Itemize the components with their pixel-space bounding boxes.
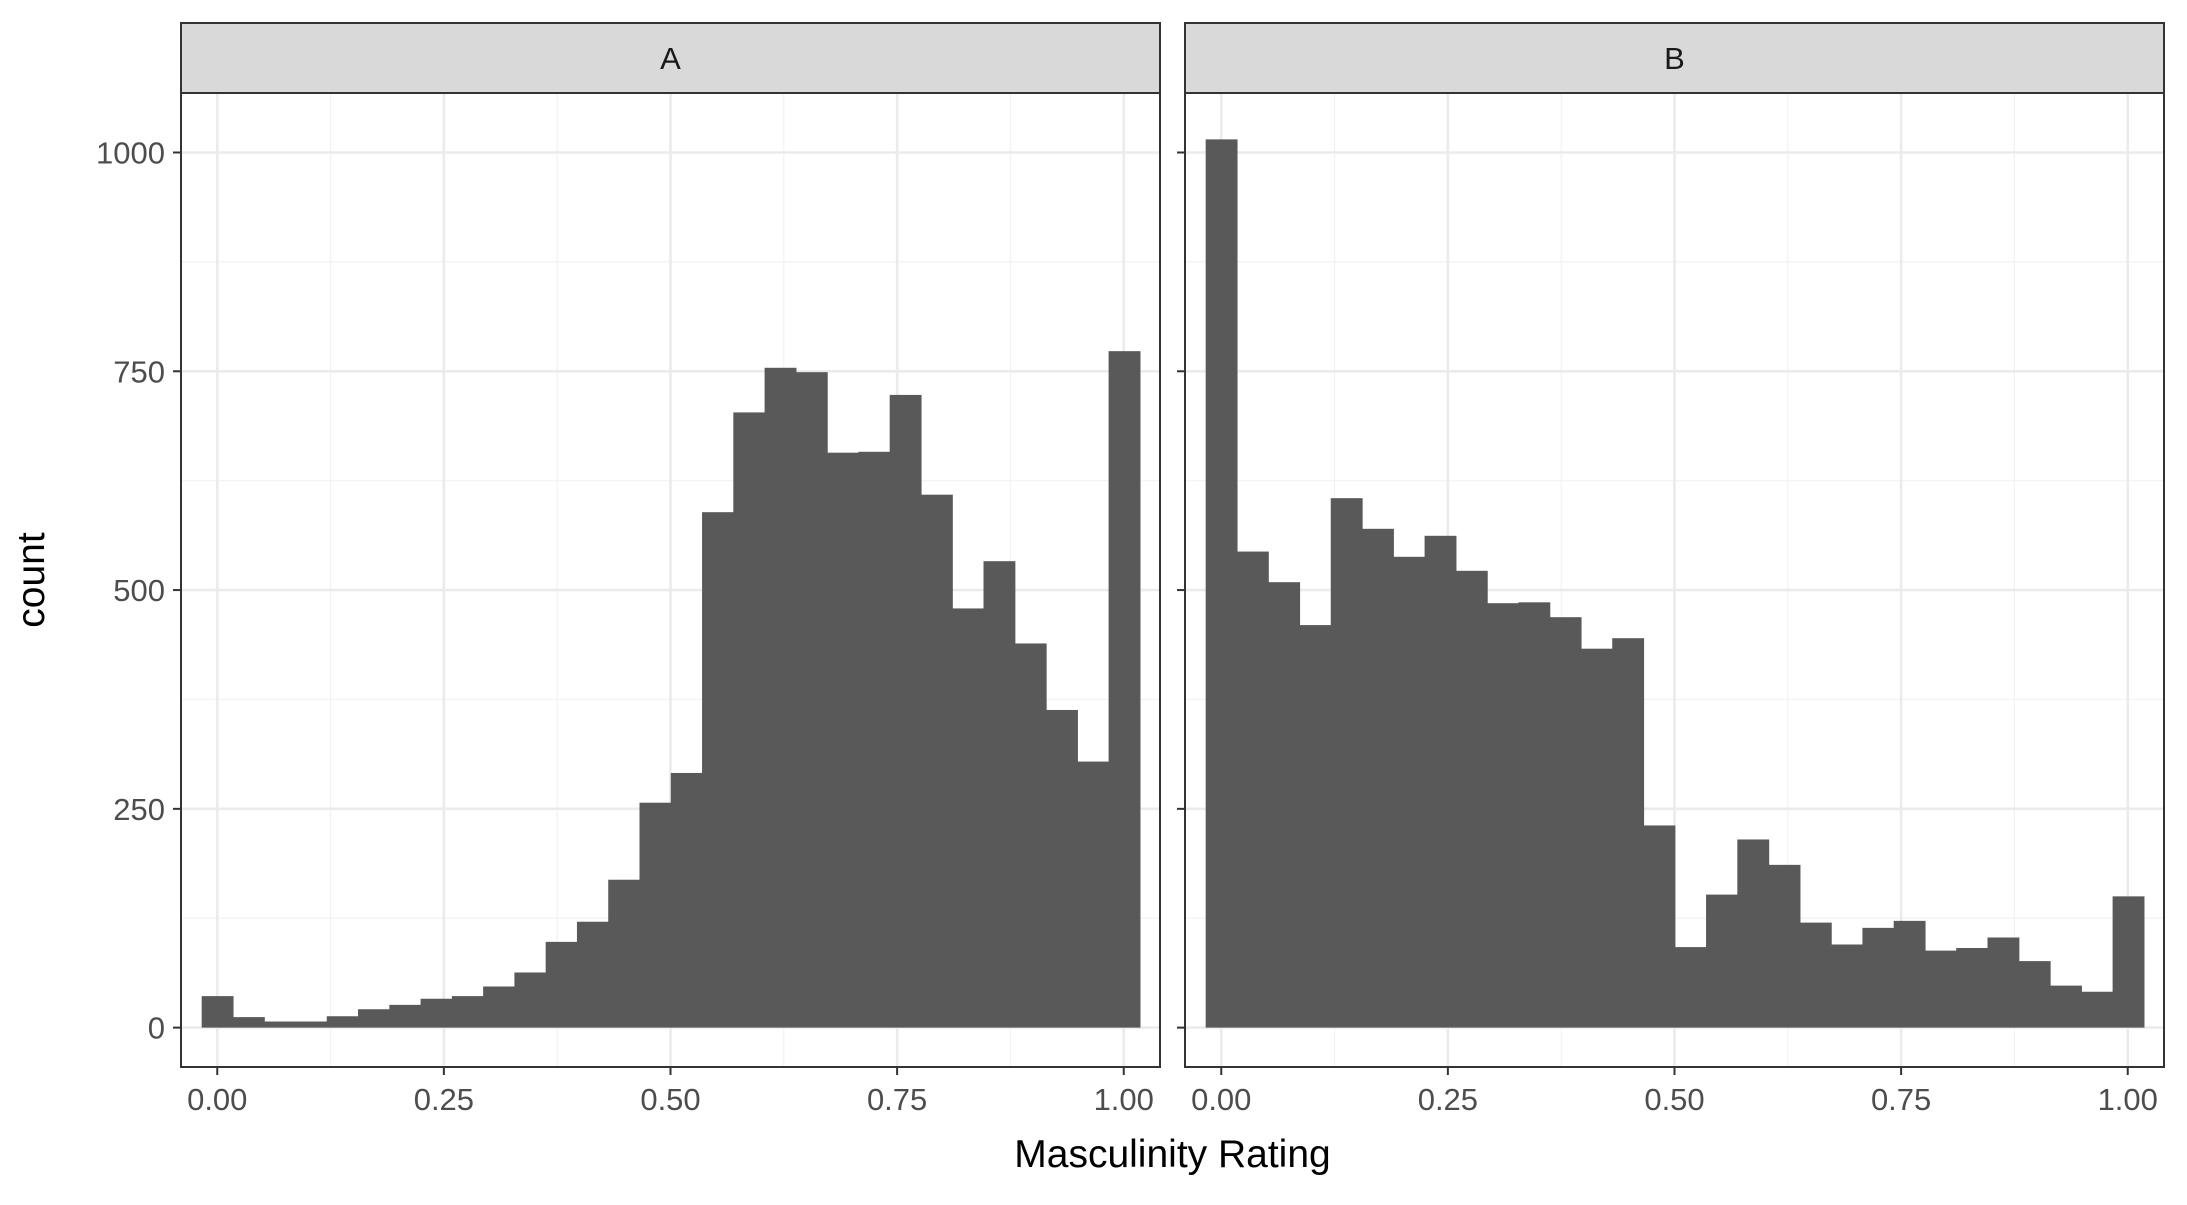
y-tick-label: 500 — [113, 573, 165, 608]
histogram-bar — [1014, 643, 1047, 1028]
histogram-bar — [2081, 991, 2114, 1028]
histogram-bar — [1077, 761, 1110, 1028]
y-tick-label: 750 — [113, 354, 165, 389]
histogram-bar — [2018, 961, 2051, 1028]
facet-panel-b: B 0.00 0.25 0.50 0.75 1.00 — [1177, 22, 2165, 1117]
histogram-bar — [1268, 582, 1301, 1028]
facet-strip-label: B — [1664, 41, 1685, 76]
histogram-bar — [889, 394, 922, 1028]
histogram-bar — [952, 608, 985, 1028]
histogram-bar — [483, 986, 516, 1028]
facet-panel-a: A 0.00 0.25 0.50 0.75 1.00 0 250 500 750 1000 — [96, 22, 1161, 1117]
histogram-bar — [2112, 896, 2145, 1028]
x-axis-title: Masculinity Rating — [1014, 1133, 1330, 1176]
histogram-bar — [2050, 985, 2082, 1028]
histogram-bar — [1362, 528, 1394, 1028]
histogram-bar — [326, 1016, 359, 1028]
x-tick-label: 0.25 — [414, 1082, 474, 1117]
histogram-bar — [576, 921, 609, 1028]
x-tick-label: 0.75 — [1871, 1082, 1931, 1117]
histogram-bar — [295, 1021, 328, 1028]
histogram-bar — [795, 372, 828, 1028]
x-tick-label: 1.00 — [1094, 1082, 1154, 1117]
x-tick-label: 0.00 — [187, 1082, 247, 1117]
histogram-bar — [1487, 603, 1520, 1028]
x-tick-label: 1.00 — [2098, 1082, 2158, 1117]
histogram-bar — [264, 1021, 297, 1028]
histogram-bar — [1299, 625, 1332, 1028]
histogram-bar — [1330, 498, 1363, 1028]
histogram-bar — [1518, 602, 1551, 1028]
facet-strip — [180, 22, 1161, 94]
histogram-bar — [1236, 551, 1269, 1028]
histogram-bar — [1893, 920, 1926, 1028]
facet-strip-label: A — [660, 41, 681, 76]
facet-strip — [1184, 22, 2165, 94]
histogram-bar — [358, 1009, 390, 1028]
y-tick-label: 1000 — [96, 136, 165, 171]
histogram-bar — [1831, 944, 1864, 1028]
histogram-bar — [1424, 535, 1457, 1028]
x-tick-label: 0.75 — [867, 1082, 927, 1117]
y-tick-label: 250 — [113, 792, 165, 827]
histogram-bar — [639, 802, 672, 1028]
histogram-bar — [201, 996, 234, 1028]
histogram-bar — [1924, 950, 1957, 1028]
histogram-bar — [1706, 894, 1738, 1028]
histogram-bar — [1799, 922, 1832, 1028]
histogram-bar — [1674, 947, 1707, 1028]
histogram-bar — [1108, 351, 1141, 1028]
histogram-bar — [420, 998, 453, 1028]
x-tick-label: 0.00 — [1191, 1082, 1251, 1117]
histogram-bar — [1862, 927, 1895, 1028]
histogram-bar — [545, 941, 578, 1028]
x-tick-label: 0.25 — [1418, 1082, 1478, 1117]
y-axis-title: count — [10, 532, 53, 628]
histogram-bar — [1549, 617, 1582, 1028]
histogram-bar — [608, 879, 641, 1028]
histogram-bar — [451, 996, 484, 1028]
histogram-bar — [920, 494, 953, 1028]
histogram-bar — [702, 512, 734, 1028]
histogram-bar — [983, 561, 1016, 1028]
histogram-bar — [1580, 648, 1613, 1028]
histogram-bar — [764, 367, 797, 1028]
histogram-bar — [1987, 937, 2020, 1028]
histogram-bar — [1956, 947, 1989, 1028]
histogram-bar — [1046, 709, 1078, 1028]
histogram-bar — [733, 412, 766, 1028]
histogram-bar — [514, 972, 547, 1028]
histogram-bar — [670, 772, 703, 1028]
histogram-bar — [1643, 825, 1676, 1028]
histogram-bar — [1768, 864, 1801, 1028]
histogram-bar — [827, 452, 860, 1028]
x-tick-label: 0.50 — [1644, 1082, 1704, 1117]
histogram-bar — [1205, 139, 1238, 1028]
histogram-bar — [1737, 839, 1770, 1028]
histogram-bar — [1455, 570, 1488, 1028]
histogram-bar — [858, 451, 891, 1028]
x-tick-label: 0.50 — [640, 1082, 700, 1117]
histogram-bar — [1612, 638, 1645, 1028]
histogram-bar — [232, 1017, 265, 1028]
histogram-bar — [389, 1004, 422, 1028]
histogram-bar — [1393, 556, 1426, 1028]
y-tick-label: 0 — [148, 1011, 165, 1046]
